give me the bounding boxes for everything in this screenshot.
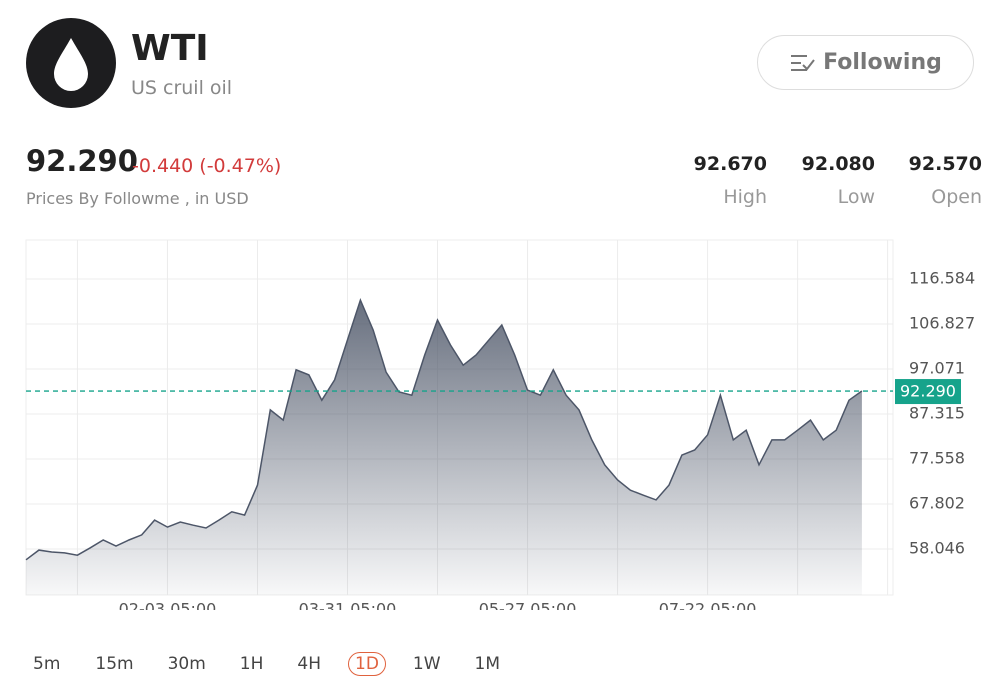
stat-label: Open <box>931 186 982 208</box>
timeframes: 5m 15m 30m 1H 4H 1D 1W 1M <box>26 652 527 676</box>
y-tick-label: 58.046 <box>909 538 965 557</box>
x-tick-label: 05-27 05:00 <box>479 600 577 611</box>
y-tick-label: 87.315 <box>909 403 965 422</box>
follow-icon <box>791 54 815 71</box>
timeframe[interactable]: 4H <box>297 654 322 674</box>
timeframe[interactable]: 5m <box>33 654 61 674</box>
follow-label: Following <box>823 50 942 75</box>
timeframe[interactable]: 15m <box>95 654 134 674</box>
stat-label: High <box>723 186 767 208</box>
y-tick-label: 77.558 <box>909 448 965 467</box>
price-line <box>25 297 863 561</box>
timeframe[interactable]: 1D <box>348 652 386 676</box>
price-source: Prices By Followme , in USD <box>26 189 249 208</box>
chart: 58.046 67.802 77.558 87.315 97.071 106.827 116… <box>25 239 975 611</box>
y-tick-label: 116.584 <box>909 269 975 288</box>
reference-label-box <box>895 379 961 405</box>
x-tick-label: 03-31 05:00 <box>299 600 397 611</box>
stat-value: 92.570 <box>908 153 982 175</box>
follow-button[interactable]: Following <box>757 35 974 90</box>
timeframe[interactable]: 1M <box>474 654 501 674</box>
x-tick-label: 02-03 05:00 <box>119 600 217 611</box>
stat-value: 92.670 <box>693 153 767 175</box>
timeframe[interactable]: 1W <box>412 654 441 674</box>
y-tick-label: 106.827 <box>909 314 975 333</box>
reference-label: 92.290 <box>900 382 956 401</box>
price: 92.290 <box>26 144 138 178</box>
symbol-subtitle: US cruil oil <box>131 77 233 99</box>
stat-label: Low <box>837 186 875 208</box>
stat-value: 92.080 <box>801 153 875 175</box>
symbol: WTI <box>131 28 209 69</box>
x-tick-label: 07-22 05:00 <box>659 600 757 611</box>
timeframe[interactable]: 30m <box>167 654 206 674</box>
price-change: -0.440 (-0.47%) <box>132 155 282 177</box>
y-tick-label: 97.071 <box>909 358 965 377</box>
area <box>26 300 862 595</box>
y-tick-label: 67.802 <box>909 493 965 512</box>
timeframe[interactable]: 1H <box>239 654 264 674</box>
drop-icon <box>54 38 88 91</box>
symbol-icon <box>26 18 116 108</box>
